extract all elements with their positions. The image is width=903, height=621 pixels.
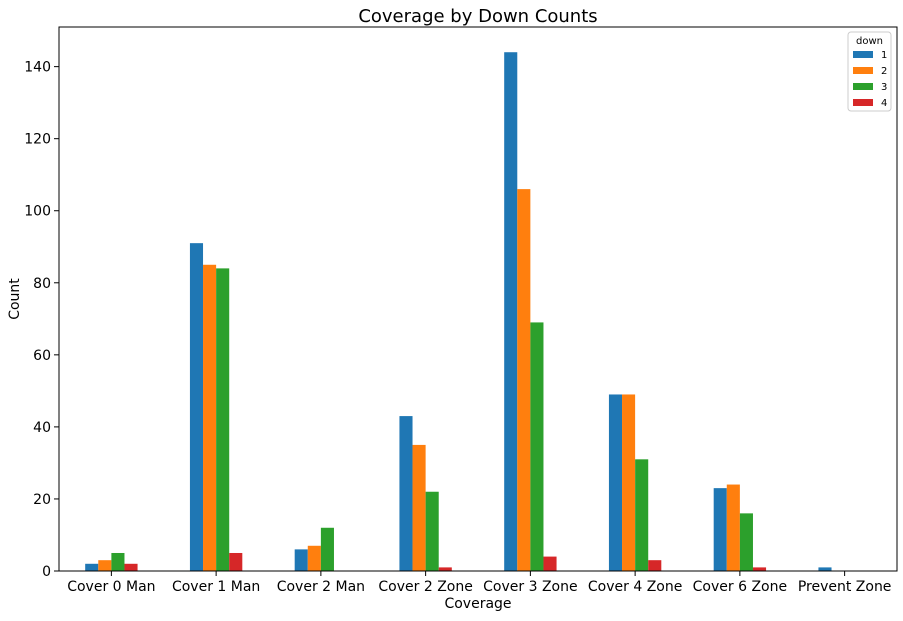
legend-swatch-down-4 bbox=[853, 99, 873, 106]
bar-cover-2-zone-down-4 bbox=[438, 567, 452, 571]
bar-cover-3-zone-down-2 bbox=[517, 189, 531, 571]
y-tick-label: 40 bbox=[33, 420, 51, 436]
bar-cover-2-zone-down-2 bbox=[412, 444, 426, 571]
bar-cover-2-man-down-1 bbox=[294, 549, 308, 571]
bar-cover-6-zone-down-4 bbox=[752, 567, 767, 571]
x-tick-label: Cover 3 Zone bbox=[483, 579, 577, 595]
bar-cover-2-zone-down-1 bbox=[399, 416, 413, 571]
bar-cover-6-zone-down-1 bbox=[713, 488, 727, 571]
legend-label-down-4: 4 bbox=[881, 98, 887, 109]
bar-cover-0-man-down-3 bbox=[111, 552, 125, 571]
bar-cover-1-man-down-3 bbox=[216, 268, 230, 571]
legend-label-down-3: 3 bbox=[881, 82, 887, 93]
bar-cover-1-man-down-4 bbox=[229, 552, 243, 571]
bar-cover-4-zone-down-4 bbox=[648, 560, 662, 571]
bar-cover-0-man-down-1 bbox=[85, 563, 99, 571]
y-tick-label: 20 bbox=[33, 492, 51, 508]
x-axis-label: Coverage bbox=[444, 596, 511, 612]
bar-prevent-zone-down-1 bbox=[818, 567, 832, 571]
y-axis: 0 20 40 60 80 100 120 140 bbox=[24, 60, 59, 580]
bar-cover-3-zone-down-3 bbox=[530, 322, 544, 571]
y-tick-label: 100 bbox=[24, 204, 51, 220]
bar-cover-1-man-down-2 bbox=[203, 264, 217, 571]
bar-cover-2-man-down-3 bbox=[320, 527, 334, 571]
x-tick-label: Cover 0 Man bbox=[67, 579, 155, 595]
plot-frame bbox=[58, 26, 898, 572]
y-tick-label: 140 bbox=[24, 60, 51, 76]
y-tick-label: 60 bbox=[33, 348, 51, 364]
y-axis-label: Count bbox=[7, 278, 23, 320]
legend-swatch-down-3 bbox=[853, 83, 873, 90]
x-tick-label: Cover 6 Zone bbox=[693, 579, 787, 595]
bar-cover-3-zone-down-4 bbox=[543, 556, 557, 571]
x-tick-label: Prevent Zone bbox=[798, 579, 892, 595]
bar-cover-2-man-down-2 bbox=[307, 545, 321, 571]
x-axis: Cover 0 Man Cover 1 Man Cover 2 Man Cover 2… bbox=[67, 571, 891, 595]
legend-swatch-down-2 bbox=[853, 67, 873, 74]
x-tick-label: Cover 1 Man bbox=[172, 579, 260, 595]
bar-cover-0-man-down-4 bbox=[124, 563, 138, 571]
bar-cover-6-zone-down-3 bbox=[739, 513, 753, 571]
bar-cover-4-zone-down-1 bbox=[608, 394, 623, 571]
x-tick-label: Cover 4 Zone bbox=[588, 579, 682, 595]
legend-swatch-down-1 bbox=[853, 51, 873, 58]
y-tick-label: 120 bbox=[24, 132, 51, 148]
legend-title: down bbox=[856, 36, 883, 47]
y-tick-label: 0 bbox=[42, 564, 51, 580]
x-tick-label: Cover 2 Zone bbox=[378, 579, 472, 595]
y-tick-label: 80 bbox=[33, 276, 51, 292]
bar-cover-4-zone-down-2 bbox=[622, 394, 636, 571]
bar-cover-2-zone-down-3 bbox=[425, 491, 439, 571]
legend-label-down-1: 1 bbox=[881, 50, 887, 61]
legend: down 1 2 3 4 bbox=[847, 31, 892, 112]
x-tick-label: Cover 2 Man bbox=[277, 579, 365, 595]
bar-cover-0-man-down-2 bbox=[98, 560, 112, 571]
plot-area bbox=[58, 26, 898, 572]
bar-cover-4-zone-down-3 bbox=[635, 459, 649, 571]
legend-label-down-2: 2 bbox=[881, 66, 887, 77]
bar-cover-6-zone-down-2 bbox=[726, 484, 740, 571]
bar-cover-3-zone-down-1 bbox=[504, 52, 518, 572]
bar-cover-1-man-down-1 bbox=[189, 243, 204, 571]
chart-title: Coverage by Down Counts bbox=[358, 6, 597, 27]
